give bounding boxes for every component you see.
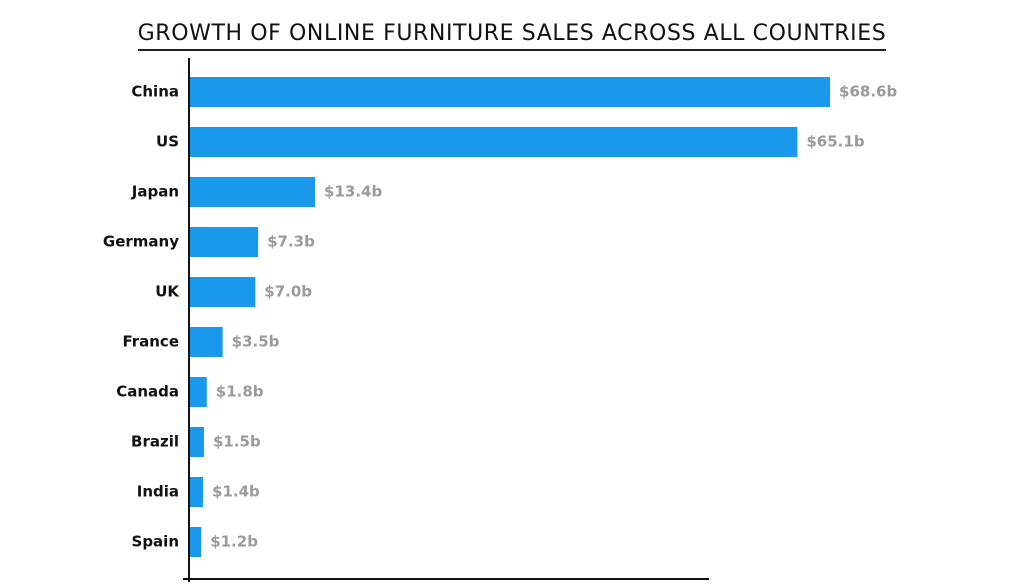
category-label-brazil: Brazil <box>131 433 179 451</box>
value-label-spain: $1.2b <box>210 533 258 551</box>
chart-title-text: GROWTH OF ONLINE FURNITURE SALES ACROSS … <box>137 21 887 51</box>
value-label-france: $3.5b <box>232 333 280 351</box>
category-label-india: India <box>137 483 179 501</box>
value-label-germany: $7.3b <box>267 233 315 251</box>
bar-india <box>190 477 204 507</box>
category-label-uk: UK <box>155 283 180 301</box>
bar-japan <box>190 177 316 207</box>
value-label-canada: $1.8b <box>216 383 264 401</box>
chart-title: GROWTH OF ONLINE FURNITURE SALES ACROSS … <box>0 10 1024 51</box>
bar-us <box>190 127 798 157</box>
labels-layer: China $68.6b US $65.1b Japan $13.4b Germany $7.… <box>103 83 898 551</box>
value-label-us: $65.1b <box>806 133 864 151</box>
value-label-uk: $7.0b <box>264 283 312 301</box>
category-label-france: France <box>122 333 179 351</box>
category-label-spain: Spain <box>132 533 179 551</box>
value-label-brazil: $1.5b <box>213 433 261 451</box>
category-label-us: US <box>156 133 179 151</box>
bar-china <box>190 77 831 107</box>
bar-spain <box>190 527 202 557</box>
value-label-china: $68.6b <box>839 83 897 101</box>
bars-layer <box>190 77 831 557</box>
value-label-india: $1.4b <box>212 483 260 501</box>
category-label-china: China <box>131 83 179 101</box>
bar-canada <box>190 377 207 407</box>
bar-germany <box>190 227 259 257</box>
category-label-germany: Germany <box>103 233 179 251</box>
value-label-japan: $13.4b <box>324 183 382 201</box>
bar-uk <box>190 277 256 307</box>
bar-brazil <box>190 427 204 457</box>
bar-france <box>190 327 223 357</box>
category-label-canada: Canada <box>116 383 179 401</box>
category-label-japan: Japan <box>131 183 179 201</box>
